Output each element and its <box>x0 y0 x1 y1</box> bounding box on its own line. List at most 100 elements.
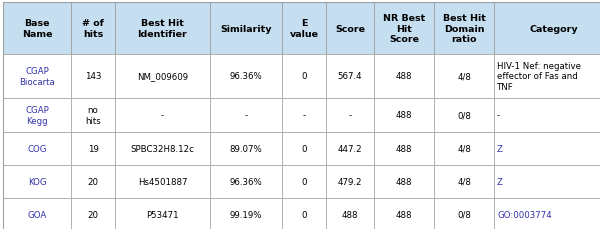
Text: CGAP
Biocarta: CGAP Biocarta <box>19 67 55 86</box>
Text: 96.36%: 96.36% <box>230 177 262 186</box>
Bar <box>71 132 115 165</box>
Text: SPBC32H8.12c: SPBC32H8.12c <box>131 144 194 153</box>
Bar <box>282 165 326 198</box>
Text: 567.4: 567.4 <box>338 72 362 81</box>
Bar <box>210 98 282 132</box>
Bar <box>374 3 434 55</box>
Text: Similarity: Similarity <box>220 25 272 33</box>
Bar <box>71 98 115 132</box>
Bar <box>115 198 210 229</box>
Text: 488: 488 <box>396 177 412 186</box>
Bar <box>434 55 494 98</box>
Bar <box>326 98 374 132</box>
Text: 96.36%: 96.36% <box>230 72 262 81</box>
Text: GOA: GOA <box>28 210 47 219</box>
Bar <box>374 55 434 98</box>
Text: 20: 20 <box>88 210 98 219</box>
Bar <box>282 132 326 165</box>
Bar <box>71 3 115 55</box>
Bar <box>326 55 374 98</box>
Text: -: - <box>302 111 305 120</box>
Text: E
value: E value <box>290 19 319 38</box>
Text: P53471: P53471 <box>146 210 179 219</box>
Bar <box>282 98 326 132</box>
Bar <box>115 55 210 98</box>
Bar <box>210 132 282 165</box>
Text: no
hits: no hits <box>85 106 101 125</box>
Bar <box>494 98 600 132</box>
Bar <box>115 165 210 198</box>
Text: -: - <box>161 111 164 120</box>
Bar <box>494 198 600 229</box>
Bar <box>3 98 71 132</box>
Bar <box>434 198 494 229</box>
Text: -: - <box>349 111 352 120</box>
Text: NM_009609: NM_009609 <box>137 72 188 81</box>
Bar <box>115 98 210 132</box>
Bar <box>3 198 71 229</box>
Bar <box>494 3 600 55</box>
Bar <box>326 198 374 229</box>
Bar <box>326 132 374 165</box>
Bar <box>282 3 326 55</box>
Bar <box>210 165 282 198</box>
Bar <box>71 55 115 98</box>
Bar <box>494 165 600 198</box>
Bar <box>115 3 210 55</box>
Bar <box>374 132 434 165</box>
Text: Z: Z <box>497 144 503 153</box>
Text: Score: Score <box>335 25 365 33</box>
Text: HIV-1 Nef: negative
effector of Fas and
TNF: HIV-1 Nef: negative effector of Fas and … <box>497 62 581 92</box>
Bar <box>282 55 326 98</box>
Text: 488: 488 <box>396 111 412 120</box>
Text: Z: Z <box>497 177 503 186</box>
Text: KOG: KOG <box>28 177 46 186</box>
Text: Base
Name: Base Name <box>22 19 52 38</box>
Text: -: - <box>244 111 248 120</box>
Text: 19: 19 <box>88 144 98 153</box>
Bar <box>3 132 71 165</box>
Text: CGAP
Kegg: CGAP Kegg <box>25 106 49 125</box>
Text: 479.2: 479.2 <box>338 177 362 186</box>
Text: 0: 0 <box>301 177 307 186</box>
Text: 4/8: 4/8 <box>457 144 471 153</box>
Bar <box>434 165 494 198</box>
Bar <box>374 98 434 132</box>
Bar <box>3 165 71 198</box>
Bar <box>71 198 115 229</box>
Text: 447.2: 447.2 <box>338 144 362 153</box>
Bar <box>434 132 494 165</box>
Bar <box>210 198 282 229</box>
Text: -: - <box>497 111 500 120</box>
Text: Category: Category <box>530 25 578 33</box>
Bar <box>434 98 494 132</box>
Text: # of
hits: # of hits <box>82 19 104 38</box>
Text: 4/8: 4/8 <box>457 177 471 186</box>
Text: NR Best
Hit
Score: NR Best Hit Score <box>383 14 425 44</box>
Bar <box>434 3 494 55</box>
Text: 20: 20 <box>88 177 98 186</box>
Bar <box>326 3 374 55</box>
Text: 488: 488 <box>396 144 412 153</box>
Text: Best Hit
Identifier: Best Hit Identifier <box>137 19 187 38</box>
Bar <box>374 165 434 198</box>
Text: COG: COG <box>27 144 47 153</box>
Text: 488: 488 <box>396 210 412 219</box>
Text: 488: 488 <box>396 72 412 81</box>
Text: 488: 488 <box>342 210 358 219</box>
Bar <box>210 55 282 98</box>
Bar <box>282 198 326 229</box>
Bar <box>3 3 71 55</box>
Text: Hs4501887: Hs4501887 <box>138 177 187 186</box>
Text: 4/8: 4/8 <box>457 72 471 81</box>
Bar <box>71 165 115 198</box>
Text: 143: 143 <box>85 72 101 81</box>
Bar <box>326 165 374 198</box>
Text: 0: 0 <box>301 210 307 219</box>
Bar <box>115 132 210 165</box>
Text: 0: 0 <box>301 144 307 153</box>
Text: Best Hit
Domain
ratio: Best Hit Domain ratio <box>443 14 485 44</box>
Text: 0: 0 <box>301 72 307 81</box>
Text: GO:0003774: GO:0003774 <box>497 210 552 219</box>
Bar <box>494 132 600 165</box>
